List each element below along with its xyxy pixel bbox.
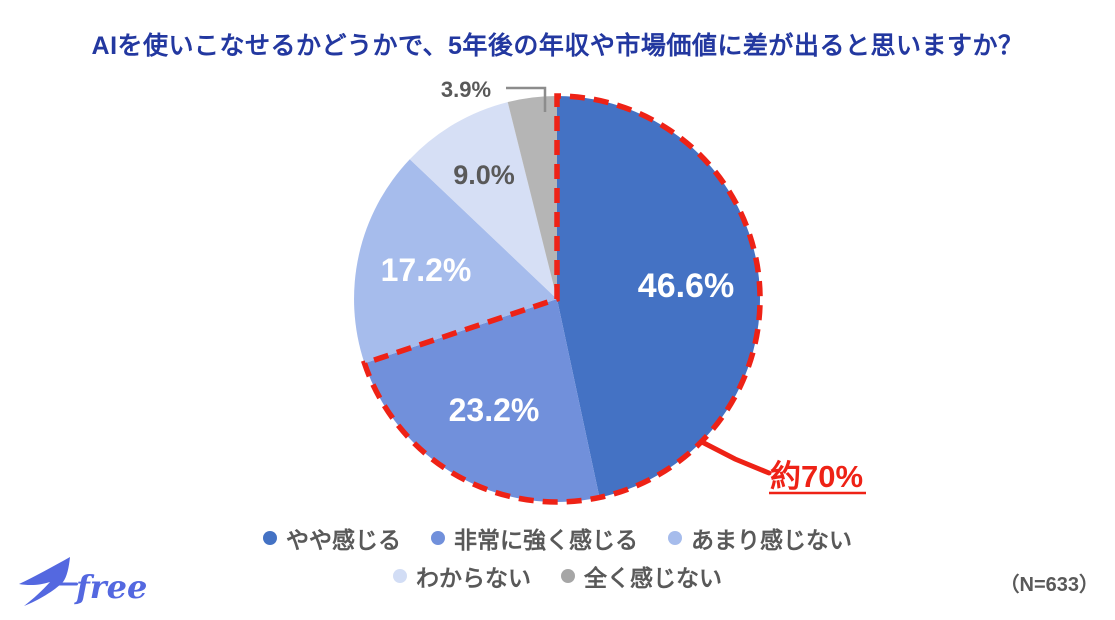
legend-item-3: わからない	[393, 559, 531, 593]
annotation-callout-line	[699, 439, 772, 476]
legend-row-2: わからない 全く感じない	[393, 559, 722, 593]
highlight-dashed-outline	[361, 93, 763, 505]
legend-label-3: わからない	[416, 565, 531, 591]
slice-value-label-4: 3.9%	[441, 77, 491, 102]
slice-value-label-2: 17.2%	[381, 252, 472, 288]
legend-label-0: やや感じる	[286, 527, 401, 553]
outside-label-leader-line	[506, 86, 547, 112]
legend-item-0: やや感じる	[263, 521, 401, 555]
pie-slice-3	[409, 102, 557, 299]
chart-title: AIを使いこなせるかどうかで、5年後の年収や市場価値に差が出ると思いますか？	[91, 32, 1024, 60]
swallow-icon: freee	[19, 557, 168, 606]
legend-label-1: 非常に強く感じる	[454, 527, 638, 553]
legend-dot-0	[263, 531, 277, 545]
slice-value-label-0: 46.6%	[638, 267, 734, 305]
annotation-label: 約70%	[770, 459, 863, 494]
legend-item-2: あまり感じない	[668, 521, 852, 555]
legend-label-2: あまり感じない	[691, 527, 852, 553]
legend-dot-2	[668, 531, 682, 545]
legend: やや感じる 非常に強く感じる あまり感じない わからない 全く感じない	[0, 521, 1115, 593]
pie-slice-4	[507, 96, 557, 299]
legend-item-4: 全く感じない	[561, 559, 722, 593]
slice-value-label-3: 9.0%	[453, 160, 515, 190]
legend-row-1: やや感じる 非常に強く感じる あまり感じない	[263, 521, 852, 555]
legend-dot-3	[393, 569, 407, 583]
legend-item-1: 非常に強く感じる	[431, 521, 638, 555]
pie-slice-2	[354, 159, 557, 364]
freee-logo-text: freee	[74, 568, 146, 606]
sample-size: （N=633）	[999, 574, 1100, 596]
slice-value-label-1: 23.2%	[449, 392, 540, 428]
freee-logo: freee	[14, 554, 168, 617]
pie-slice-0	[557, 96, 760, 498]
legend-dot-4	[561, 569, 575, 583]
legend-label-4: 全く感じない	[584, 565, 722, 591]
legend-dot-1	[431, 531, 445, 545]
